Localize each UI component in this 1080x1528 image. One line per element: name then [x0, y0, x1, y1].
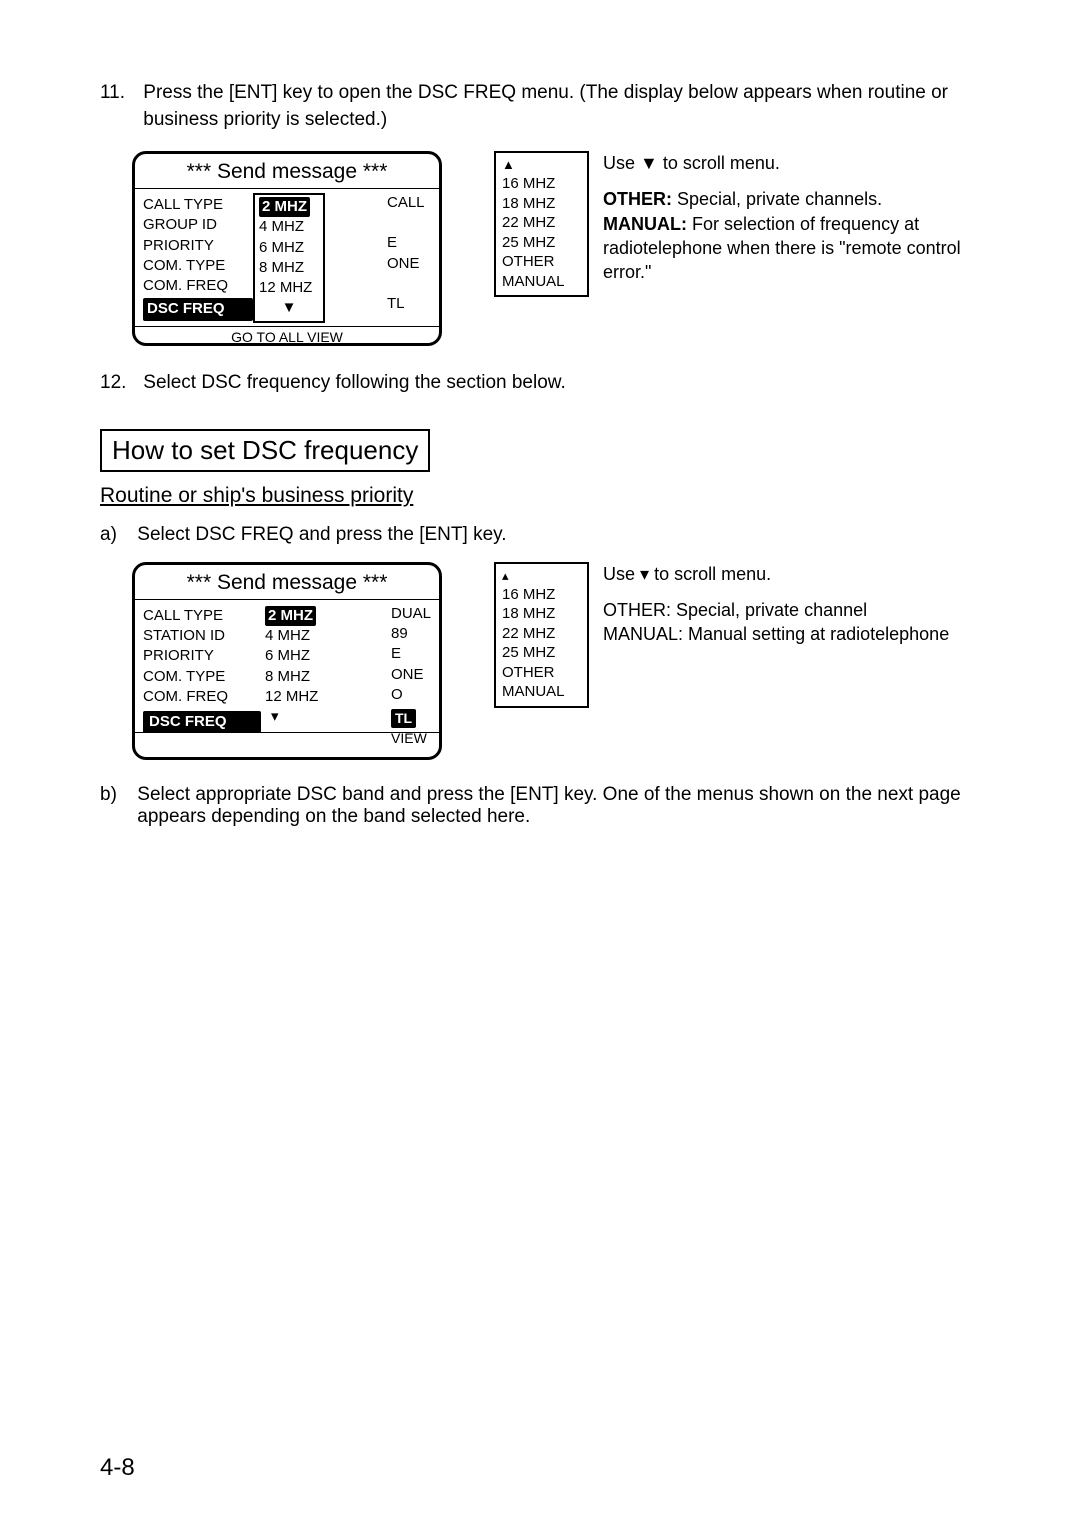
label: PRIORITY: [143, 646, 261, 666]
dropdown-item[interactable]: 6 MHZ: [259, 238, 319, 258]
label: STATION ID: [143, 626, 261, 646]
rval: E: [391, 644, 431, 664]
dropdown-item[interactable]: 12 MHZ: [265, 687, 325, 707]
rval: ONE: [391, 665, 431, 685]
step-b: b) Select appropriate DSC band and press…: [100, 784, 980, 828]
overflow-item[interactable]: OTHER: [502, 663, 581, 683]
step-11-text: Press the [ENT] key to open the DSC FREQ…: [143, 80, 979, 133]
manual-label: MANUAL:: [603, 214, 687, 234]
step-b-letter: b): [100, 784, 132, 806]
label: COM. TYPE: [143, 256, 253, 276]
step-11-num: 11.: [100, 80, 138, 107]
other-line: OTHER: Special, private channel: [603, 600, 867, 620]
dropdown-arrow-down-icon: ▼: [259, 298, 319, 318]
rval: DUAL: [391, 604, 431, 624]
label: COM. FREQ: [143, 276, 253, 296]
overflow-item[interactable]: 16 MHZ: [502, 585, 581, 605]
step-b-text: Select appropriate DSC band and press th…: [137, 784, 979, 828]
rval: ONE: [387, 254, 425, 274]
label: PRIORITY: [143, 236, 253, 256]
freq-dropdown-a[interactable]: 2 MHZ 4 MHZ 6 MHZ 8 MHZ 12 MHZ ▼: [253, 193, 325, 323]
rval: E: [387, 233, 425, 253]
diagram-a: *** Send message *** CALL TYPE GROUP ID …: [132, 151, 980, 346]
overflow-item[interactable]: 25 MHZ: [502, 643, 581, 663]
step-a-text: Select DSC FREQ and press the [ENT] key.: [137, 524, 979, 546]
notes-b: Use ▾ to scroll menu. OTHER: Special, pr…: [603, 562, 980, 659]
overflow-arrow-up-icon: ▲: [502, 157, 581, 174]
overflow-item[interactable]: 25 MHZ: [502, 233, 581, 253]
overflow-item[interactable]: 18 MHZ: [502, 604, 581, 624]
other-text: Special, private channels.: [672, 189, 882, 209]
overflow-list-b: ▴ 16 MHZ 18 MHZ 22 MHZ 25 MHZ OTHER MANU…: [494, 562, 589, 708]
dropdown-item[interactable]: 8 MHZ: [259, 258, 319, 278]
label: CALL TYPE: [143, 195, 253, 215]
step-11: 11. Press the [ENT] key to open the DSC …: [100, 80, 980, 133]
step-a: a) Select DSC FREQ and press the [ENT] k…: [100, 524, 980, 546]
step-12: 12. Select DSC frequency following the s…: [100, 370, 980, 397]
label: GROUP ID: [143, 215, 253, 235]
send-message-panel-b: *** Send message *** CALL TYPE STATION I…: [132, 562, 442, 760]
panel-b-rightvals: DUAL 89 E ONE O TL VIEW: [391, 604, 431, 748]
overflow-item[interactable]: 22 MHZ: [502, 213, 581, 233]
dropdown-arrow-down-icon: ▾: [265, 707, 325, 727]
other-note: OTHER: Special, private channels. MANUAL…: [603, 187, 980, 284]
overflow-item[interactable]: 18 MHZ: [502, 194, 581, 214]
panel-a-labels: CALL TYPE GROUP ID PRIORITY COM. TYPE CO…: [143, 195, 253, 321]
overflow-item[interactable]: MANUAL: [502, 272, 581, 292]
label: CALL TYPE: [143, 606, 261, 626]
scroll-note: Use ▾ to scroll menu.: [603, 562, 980, 586]
send-message-panel-a: *** Send message *** CALL TYPE GROUP ID …: [132, 151, 442, 346]
go-to-all-view[interactable]: GO TO ALL VIEW: [135, 326, 439, 346]
panel-b-labels: CALL TYPE STATION ID PRIORITY COM. TYPE …: [143, 606, 261, 734]
panel-a-rightvals: CALL E ONE TL: [387, 193, 425, 314]
dropdown-item[interactable]: 6 MHZ: [265, 646, 325, 666]
step-a-letter: a): [100, 524, 132, 546]
freq-dropdown-b[interactable]: 2 MHZ 4 MHZ 6 MHZ 8 MHZ 12 MHZ ▾: [261, 604, 329, 730]
rval: TL: [387, 294, 425, 314]
dropdown-item[interactable]: 4 MHZ: [259, 217, 319, 237]
tl-pill: TL: [391, 709, 416, 728]
arrow-down-icon: ▾: [640, 564, 649, 584]
subheading: Routine or ship's business priority: [100, 484, 980, 508]
overflow-list-a: ▲ 16 MHZ 18 MHZ 22 MHZ 25 MHZ OTHER MANU…: [494, 151, 589, 297]
dropdown-item[interactable]: 8 MHZ: [265, 667, 325, 687]
panel-b-title: *** Send message ***: [135, 565, 439, 599]
page-number: 4-8: [100, 1454, 135, 1482]
dropdown-selected: 2 MHZ: [265, 606, 316, 626]
scroll-note: Use ▼ to scroll menu.: [603, 151, 980, 175]
rval: O: [391, 685, 431, 705]
dropdown-selected: 2 MHZ: [259, 197, 310, 217]
overflow-arrow-up-icon: ▴: [502, 568, 581, 585]
label: COM. TYPE: [143, 667, 261, 687]
step-12-text: Select DSC frequency following the secti…: [143, 370, 979, 397]
overflow-item[interactable]: 16 MHZ: [502, 174, 581, 194]
rval: 89: [391, 624, 431, 644]
diagram-b: *** Send message *** CALL TYPE STATION I…: [132, 562, 980, 760]
dropdown-item[interactable]: 4 MHZ: [265, 626, 325, 646]
panel-a-title: *** Send message ***: [135, 154, 439, 188]
step-12-num: 12.: [100, 370, 138, 397]
overflow-item[interactable]: MANUAL: [502, 682, 581, 702]
overflow-item[interactable]: 22 MHZ: [502, 624, 581, 644]
dsc-freq-label: DSC FREQ: [143, 711, 261, 733]
section-title: How to set DSC frequency: [100, 429, 430, 472]
other-manual-note: OTHER: Special, private channel MANUAL: …: [603, 598, 980, 647]
other-label: OTHER:: [603, 189, 672, 209]
notes-a: Use ▼ to scroll menu. OTHER: Special, pr…: [603, 151, 980, 296]
rval: CALL: [387, 193, 425, 213]
label: COM. FREQ: [143, 687, 261, 707]
dsc-freq-label: DSC FREQ: [143, 298, 253, 320]
overflow-item[interactable]: OTHER: [502, 252, 581, 272]
dropdown-item[interactable]: 12 MHZ: [259, 278, 319, 298]
manual-line: MANUAL: Manual setting at radiotelephone: [603, 624, 949, 644]
